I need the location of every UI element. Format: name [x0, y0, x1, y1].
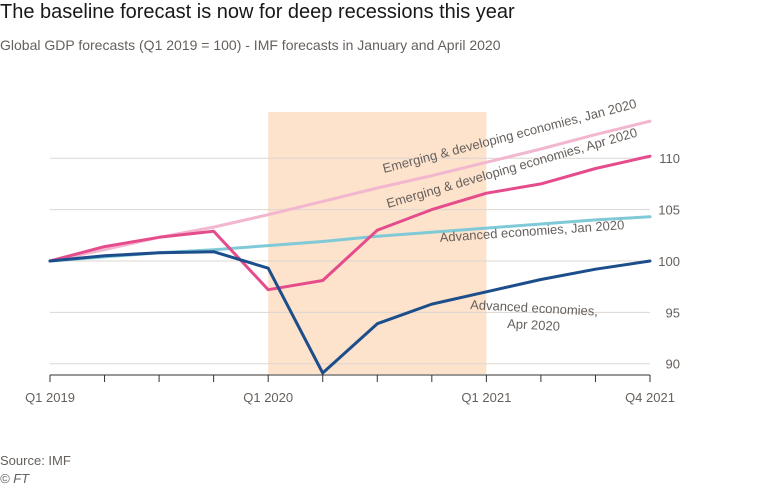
chart-title: The baseline forecast is now for deep re…	[0, 1, 515, 23]
y-tick-label-95: 95	[666, 305, 680, 320]
series-line-advanced-economies-apr-2020	[48, 250, 652, 375]
source-note: Source: IMF	[0, 453, 71, 468]
x-tick-label-q1-2020: Q1 2020	[243, 390, 293, 405]
series-line-emerging-developing-economies-apr-2020	[48, 154, 652, 292]
chart-subtitle: Global GDP forecasts (Q1 2019 = 100) - I…	[0, 37, 501, 53]
x-tick-label-q4-2021: Q4 2021	[625, 390, 675, 405]
annotation-advanced-apr2020-line2: Apr 2020	[507, 316, 560, 334]
annotation-advanced-apr2020-line1: Advanced economies,	[470, 297, 599, 319]
ft-credit: © FT	[0, 471, 30, 486]
y-tick-label-110: 110	[659, 151, 680, 166]
y-tick-label-100: 100	[658, 254, 680, 269]
x-tick-label-q1-2021: Q1 2021	[461, 390, 511, 405]
x-tick-label-q1-2019: Q1 2019	[25, 390, 75, 405]
y-tick-label-90: 90	[666, 357, 680, 372]
y-tick-label-105: 105	[658, 203, 680, 218]
